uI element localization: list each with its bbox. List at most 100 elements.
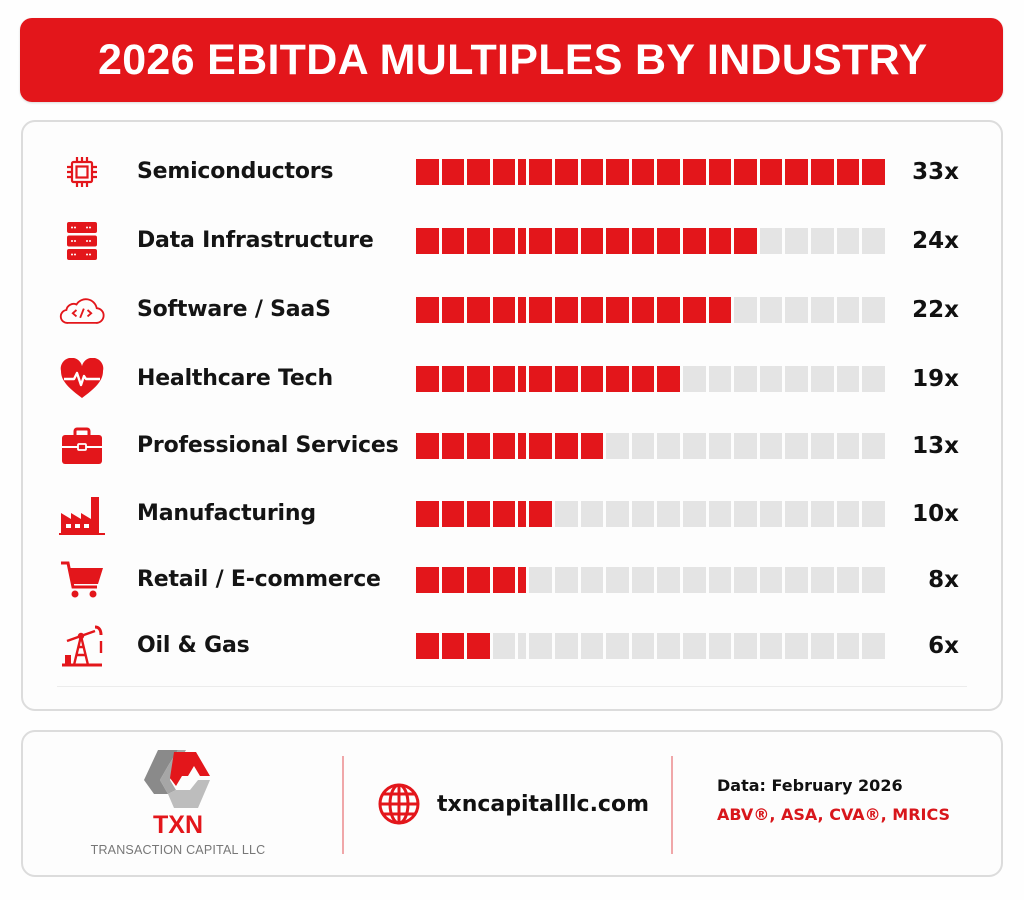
bar-cell-filled (529, 501, 552, 527)
bar-cell-filled (492, 366, 516, 392)
bar (416, 501, 886, 527)
bar-cell-filled (631, 159, 655, 185)
bar-cell-empty (836, 228, 860, 254)
bar-cell-empty (708, 567, 732, 593)
bar (416, 633, 886, 659)
website[interactable]: txncapitalllc.com (377, 783, 650, 825)
bar-cell-empty (836, 501, 860, 527)
bar-cell-filled (518, 366, 527, 392)
bar-cell-empty (759, 633, 783, 659)
bar-cell-empty (657, 567, 680, 593)
bar-cell-filled (518, 567, 527, 593)
bar-cell-empty (734, 297, 757, 323)
bar-cell-filled (441, 297, 465, 323)
bar-cell-empty (811, 501, 834, 527)
bar-cell-filled (708, 159, 732, 185)
cart-icon (59, 560, 105, 600)
bar-cell-empty (811, 433, 834, 459)
bar-cell-empty (759, 297, 783, 323)
bar-cell-empty (631, 567, 655, 593)
bar (416, 567, 886, 593)
bar-cell-empty (708, 633, 732, 659)
category-label: Semiconductors (137, 159, 334, 184)
bar-cell-filled (416, 433, 439, 459)
bar-cell-filled (518, 159, 527, 185)
chart-row: Retail / E-commerce 8x (23, 560, 1001, 600)
value-label: 6x (928, 633, 959, 659)
category-label: Professional Services (137, 433, 399, 458)
bar-cell-filled (836, 159, 860, 185)
bar-cell-empty (785, 228, 808, 254)
logo-brand: TXN (153, 811, 203, 839)
bar-cell-empty (580, 567, 604, 593)
bar-cell-filled (416, 297, 439, 323)
bar-cell-empty (862, 433, 885, 459)
bar-cell-empty (785, 433, 808, 459)
value-label: 10x (912, 501, 959, 527)
bar-cell-filled (416, 501, 439, 527)
value-label: 24x (912, 228, 959, 254)
footer: TXN TRANSACTION CAPITAL LLC txncapitalll… (21, 730, 1003, 877)
bar-cell-filled (441, 228, 465, 254)
bar-cell-empty (606, 633, 629, 659)
bar-cell-empty (836, 297, 860, 323)
cloud-code-icon (59, 290, 105, 330)
bar-cell-empty (580, 501, 604, 527)
bar-cell-filled (683, 297, 706, 323)
bar-cell-empty (862, 228, 885, 254)
bar-cell-filled (683, 228, 706, 254)
bar-cell-empty (862, 501, 885, 527)
bar-cell-empty (785, 297, 808, 323)
bar-cell-empty (529, 567, 552, 593)
bar-cell-filled (555, 159, 578, 185)
chart-panel: Semiconductors 33x Data Infrastructure 24x S… (21, 120, 1003, 711)
bar-cell-empty (785, 501, 808, 527)
bar-cell-empty (708, 433, 732, 459)
bar-cell-filled (492, 159, 516, 185)
bar-cell-empty (785, 567, 808, 593)
bar-cell-filled (580, 433, 604, 459)
bar-cell-filled (555, 366, 578, 392)
bar-cell-empty (785, 633, 808, 659)
bar-cell-filled (416, 228, 439, 254)
bar-cell-empty (518, 633, 527, 659)
bar-cell-empty (708, 366, 732, 392)
value-label: 19x (912, 366, 959, 392)
heart-pulse-icon (59, 358, 105, 399)
bar-cell-filled (529, 433, 552, 459)
footer-meta: Data: February 2026 ABV®, ASA, CVA®, MRI… (717, 776, 950, 824)
bar-cell-filled (555, 433, 578, 459)
bar-cell-empty (734, 366, 757, 392)
bar-cell-empty (580, 633, 604, 659)
chart-row: Software / SaaS 22x (23, 290, 1001, 330)
bar-cell-filled (518, 297, 527, 323)
bar-cell-filled (785, 159, 808, 185)
bar-cell-filled (416, 159, 439, 185)
bar-cell-empty (606, 567, 629, 593)
bar-cell-empty (759, 366, 783, 392)
bar-cell-empty (759, 228, 783, 254)
bar-cell-filled (580, 159, 604, 185)
bar-cell-empty (734, 633, 757, 659)
bar-cell-empty (811, 228, 834, 254)
bar-cell-filled (631, 228, 655, 254)
website-link[interactable]: txncapitalllc.com (437, 791, 650, 817)
category-label: Software / SaaS (137, 297, 331, 322)
bar-cell-empty (631, 633, 655, 659)
bar-cell-filled (606, 297, 629, 323)
bar-cell-empty (862, 567, 885, 593)
bar-cell-filled (518, 501, 527, 527)
bar-cell-empty (606, 433, 629, 459)
bar-cell-empty (657, 501, 680, 527)
globe-icon (378, 783, 420, 825)
bar-cell-filled (467, 297, 490, 323)
category-label: Manufacturing (137, 501, 316, 526)
bar-cell-filled (467, 159, 490, 185)
value-label: 22x (912, 297, 959, 323)
bar-cell-empty (862, 633, 885, 659)
bar-cell-filled (518, 433, 527, 459)
server-icon (59, 221, 105, 261)
bar-cell-filled (467, 366, 490, 392)
bar-cell-empty (836, 567, 860, 593)
logo-company-name: TRANSACTION CAPITAL LLC (90, 843, 266, 857)
